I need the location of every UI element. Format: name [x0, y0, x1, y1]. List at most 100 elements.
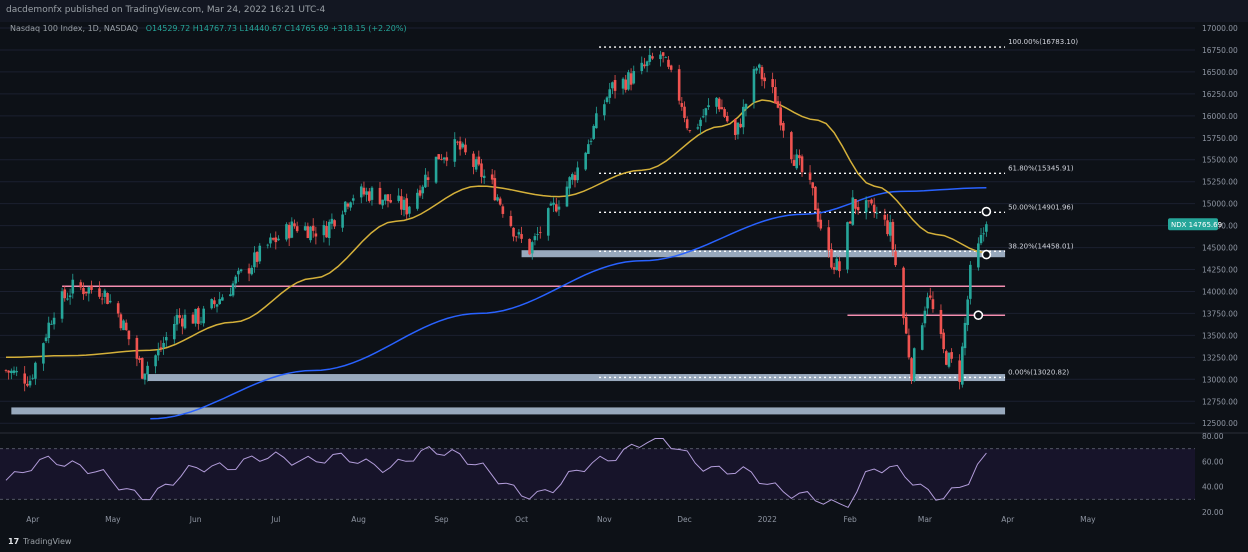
candle-body — [632, 71, 636, 84]
y-tick-label: 16000.00 — [1202, 112, 1238, 121]
candle-body — [44, 337, 48, 342]
fib-label: 38.20%(14458.01) — [1008, 242, 1074, 250]
candle-body — [947, 352, 951, 367]
candle-body — [293, 223, 296, 227]
candle-body — [159, 347, 163, 349]
x-tick-label: Dec — [677, 515, 692, 524]
candle-body — [84, 291, 88, 294]
candle-body — [661, 52, 665, 56]
y-tick-label: 13000.00 — [1202, 375, 1238, 384]
candle-body — [181, 318, 184, 327]
candle-body — [640, 62, 644, 72]
candle-body — [79, 282, 83, 288]
y-tick-label: 12500.00 — [1202, 419, 1238, 428]
candle-body — [295, 226, 299, 232]
candle-body — [904, 317, 908, 334]
candle-body — [907, 335, 911, 358]
candle-body — [172, 323, 176, 340]
x-tick-label: Oct — [515, 515, 528, 524]
candle-body — [116, 303, 120, 314]
tradingview-logo[interactable]: 17 TradingView — [8, 537, 71, 546]
candle-body — [664, 57, 668, 59]
candle-body — [851, 197, 855, 225]
rsi-tick-label: 80.00 — [1202, 432, 1224, 441]
candle-body — [493, 178, 497, 201]
fib-label: 61.80%(15345.91) — [1008, 164, 1074, 172]
y-tick-label: 15500.00 — [1202, 156, 1238, 165]
candle-body — [156, 349, 160, 356]
fib-label: 50.00%(14901.96) — [1008, 203, 1074, 211]
candle-body — [605, 97, 609, 102]
candle-body — [680, 103, 684, 107]
candle-body — [883, 214, 887, 220]
candle-body — [327, 221, 331, 239]
candle-body — [418, 190, 422, 196]
candle-body — [688, 130, 692, 132]
candle-body — [779, 107, 782, 126]
candle-body — [517, 232, 521, 235]
candle-body — [183, 314, 187, 329]
candle-body — [627, 72, 630, 90]
brand-name: TradingView — [23, 537, 72, 546]
tv-logo-icon: 17 — [8, 537, 20, 546]
candle-body — [63, 289, 67, 299]
candle-body — [720, 107, 724, 110]
rsi-axis: 20.00 40.00 60.00 80.00 — [1202, 432, 1224, 517]
candle-body — [285, 224, 288, 240]
x-tick-label: May — [105, 515, 121, 524]
candle-body — [707, 105, 710, 108]
candle-body — [106, 293, 109, 305]
candle-body — [253, 252, 256, 268]
candle-body — [659, 54, 662, 60]
candle-body — [456, 141, 459, 143]
candle-body — [643, 64, 646, 67]
candle-body — [440, 158, 443, 160]
candle-body — [66, 298, 69, 300]
candle-body — [306, 226, 310, 239]
candle-body — [830, 249, 833, 268]
candle-body — [864, 200, 868, 213]
last-price-badge — [1168, 218, 1218, 231]
publish-header: dacdemonfx published on TradingView.com,… — [0, 0, 1248, 22]
candle-body — [624, 79, 628, 90]
candle-body — [514, 236, 518, 238]
candle-body — [215, 304, 219, 307]
candle-body — [902, 267, 905, 319]
y-tick-label: 14750.00 — [1202, 222, 1238, 231]
candle-body — [178, 315, 181, 318]
candle-body — [343, 201, 347, 213]
symbol-name[interactable]: Nasdaq 100 Index, 1D, NASDAQ — [10, 24, 139, 33]
candle-body — [573, 175, 577, 181]
candle-body — [846, 222, 849, 270]
candle-body — [138, 358, 141, 360]
candle-body — [546, 208, 550, 236]
candle-body — [90, 285, 93, 290]
x-tick-label: May — [1080, 515, 1096, 524]
y-tick-label: 15750.00 — [1202, 134, 1238, 143]
candle-body — [229, 294, 232, 297]
candle-body — [381, 199, 384, 206]
candle-body — [872, 204, 876, 213]
fib-label: 100.00%(16783.10) — [1008, 38, 1078, 46]
candle-body — [135, 337, 139, 359]
candle-body — [603, 104, 606, 116]
candle-body — [341, 214, 344, 228]
candle-body — [239, 269, 243, 272]
candle-body — [277, 238, 280, 241]
candle-body — [587, 144, 590, 154]
candle-body — [520, 234, 523, 239]
candle-body — [325, 226, 328, 238]
ohlc-values: O14529.72 H14767.73 L14440.67 C14765.69 … — [145, 24, 407, 33]
candle-body — [677, 69, 681, 101]
candle-body — [696, 127, 700, 129]
candle-body — [359, 186, 363, 198]
candle-body — [34, 362, 37, 379]
candle-body — [755, 68, 758, 71]
candle-body — [816, 208, 820, 222]
candle-body — [124, 322, 128, 331]
candle-body — [346, 203, 350, 207]
candle-body — [271, 238, 275, 240]
candle-body — [378, 187, 382, 205]
candle-body — [741, 106, 745, 128]
candle-body — [950, 352, 953, 359]
